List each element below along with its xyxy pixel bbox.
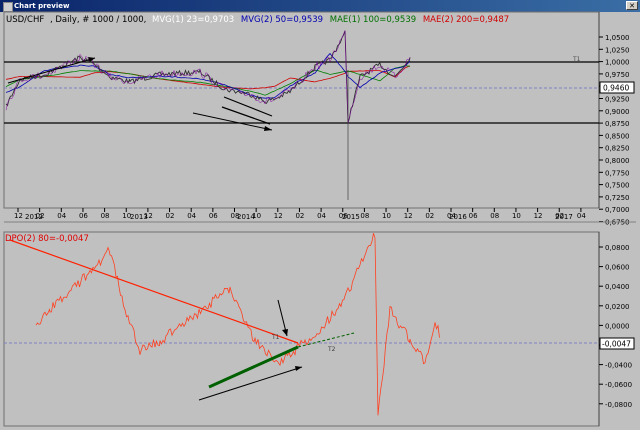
price-tick-label: 0,8500 <box>605 132 630 140</box>
month-tick-label: 04 <box>187 212 196 220</box>
arrow-head <box>295 366 302 371</box>
month-tick-label: 12 <box>14 212 23 220</box>
channel-bottom-line[interactable] <box>221 106 271 125</box>
month-tick-label: 12 <box>404 212 413 220</box>
month-tick-label: 08 <box>360 212 369 220</box>
price-axis: 1,05001,02501,00000,97500,95000,92500,90… <box>599 34 630 227</box>
t1-level-label: T1 <box>572 56 581 63</box>
dpo-title: DPO(2) 80=-0,0047 <box>5 234 89 244</box>
month-tick-label: 04 <box>447 212 456 220</box>
dpo-support-trendline[interactable] <box>208 345 299 389</box>
dpo-tick-label: -0,0600 <box>605 381 632 389</box>
month-tick-label: 04 <box>577 212 586 220</box>
trend-arrow-2014[interactable] <box>192 112 273 131</box>
arrow-head <box>282 329 288 336</box>
indicator-mvg2: MVG(2) 50=0,9539 <box>241 15 323 25</box>
channel-top-line[interactable] <box>223 96 273 117</box>
price-tick-label: 0,9000 <box>605 108 630 116</box>
current-price-box <box>599 81 635 94</box>
time-axis-years: 2012 2013 2014 2015 2016 2017 <box>25 213 573 221</box>
month-tick-label: 10 <box>512 212 521 220</box>
price-tick-label: 0,7750 <box>605 169 630 177</box>
price-tick-label: 0,7250 <box>605 194 630 202</box>
month-tick-label: 10 <box>122 212 131 220</box>
year-tick-label: 2013 <box>130 213 148 221</box>
month-tick-label: 10 <box>382 212 391 220</box>
price-tick-label: 0,9750 <box>605 71 630 79</box>
month-tick-label: 02 <box>36 212 45 220</box>
period-label: , Daily, # 1000 / 1000, <box>50 15 146 25</box>
current-price-label: 0,9460 <box>603 84 629 93</box>
dpo-panel <box>3 231 600 427</box>
symbol-label: USD/CHF <box>6 15 44 25</box>
dpo-tick-label: -0,0800 <box>605 401 632 409</box>
time-axis-months: 12 02 04 06 08 10 12 02 04 06 08 10 12 02 04 06 08 10 12 02… <box>14 208 586 220</box>
year-tick-label: 2014 <box>237 213 255 221</box>
price-candles <box>5 30 411 125</box>
year-tick-label: 2015 <box>342 213 360 221</box>
month-tick-label: 12 <box>144 212 153 220</box>
month-tick-label: 12 <box>534 212 543 220</box>
month-tick-label: 08 <box>101 212 110 220</box>
month-tick-label: 06 <box>469 212 478 220</box>
price-panel <box>3 11 600 209</box>
dpo-value-box <box>599 337 635 350</box>
indicator-mae1: MAE(1) 100=0,9539 <box>330 15 416 25</box>
mae2-200-line <box>5 65 411 90</box>
dpo-tick-label: 0,0000 <box>605 322 630 330</box>
dpo-trend-arrow[interactable] <box>198 366 303 401</box>
month-tick-label: 12 <box>274 212 283 220</box>
legend: USD/CHF , Daily, # 1000 / 1000, MVG(1) 2… <box>6 15 509 25</box>
year-tick-label: 2016 <box>449 213 467 221</box>
indicator-mvg1: MVG(1) 23=0,9703 <box>152 15 234 25</box>
dpo-tick-label: 0,0200 <box>605 303 630 311</box>
arrow-head <box>88 57 95 62</box>
trend-arrow-2012[interactable] <box>7 57 96 84</box>
dpo-tick-label: -0,0400 <box>605 362 632 370</box>
dpo-series <box>35 233 440 416</box>
month-tick-label: 10 <box>252 212 261 220</box>
month-tick-label: 02 <box>295 212 304 220</box>
dpo-resistance-trendline[interactable] <box>9 239 299 344</box>
month-tick-label: 02 <box>166 212 175 220</box>
month-tick-label: 08 <box>231 212 240 220</box>
month-tick-label: 04 <box>57 212 66 220</box>
close-button[interactable]: ✕ <box>626 1 638 10</box>
year-tick-label: 2017 <box>555 213 573 221</box>
dpo-t1-label: T1 <box>271 334 280 341</box>
price-tick-label: 1,0250 <box>605 46 630 54</box>
price-tick-label: 1,0000 <box>605 59 630 67</box>
price-tick-label: 0,9250 <box>605 96 630 104</box>
window-title: Chart preview <box>14 2 70 10</box>
price-tick-label: 0,7000 <box>605 206 630 214</box>
month-tick-label: 06 <box>79 212 88 220</box>
price-tick-label: 0,8250 <box>605 145 630 153</box>
dpo-t2-label: T2 <box>327 346 336 353</box>
price-tick-label: 0,7500 <box>605 182 630 190</box>
window-titlebar: Chart preview ✕ <box>0 0 640 12</box>
dpo-axis: 0,08000,06000,04000,02000,0000-0,0200-0,… <box>599 244 632 409</box>
price-tick-label: 1,0500 <box>605 34 630 42</box>
year-tick-label: 2012 <box>25 213 43 221</box>
dpo-tick-label: 0,0600 <box>605 264 630 272</box>
dpo-tick-label: 0,0800 <box>605 244 630 252</box>
month-tick-label: 06 <box>339 212 348 220</box>
month-tick-label: 02 <box>555 212 564 220</box>
month-tick-label: 02 <box>425 212 434 220</box>
mae1-100-line <box>5 65 411 96</box>
month-tick-label: 04 <box>317 212 326 220</box>
price-tick-label: 0,8000 <box>605 157 630 165</box>
month-tick-label: 08 <box>490 212 499 220</box>
price-series <box>5 30 411 123</box>
dpo-value-label: -0,0047 <box>602 340 631 349</box>
dpo-tick-label: 0,0400 <box>605 283 630 291</box>
arrow-head <box>264 126 272 131</box>
month-tick-label: 06 <box>209 212 218 220</box>
price-tick-label: 0,8750 <box>605 120 630 128</box>
indicator-mae2: MAE(2) 200=0,9487 <box>423 15 509 25</box>
